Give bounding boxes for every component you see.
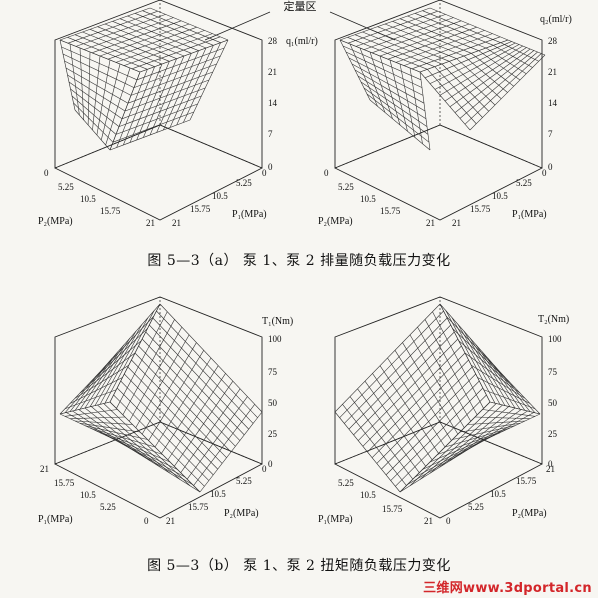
left-tick: 5.25 — [100, 502, 116, 512]
z-tick-75: 75 — [548, 367, 558, 377]
left-axis-label: P₂(MPa) — [38, 216, 73, 227]
z-tick-50: 50 — [548, 398, 558, 408]
left-tick: 10.5 — [360, 490, 376, 500]
z-tick-100: 100 — [268, 334, 282, 344]
right-tick: 0 — [262, 464, 267, 474]
left-tick: 15.75 — [100, 206, 121, 216]
z-axis-label: T₁(Nm) — [262, 316, 293, 327]
surface-mesh-q1 — [59, 7, 229, 151]
left-tick: 15.75 — [380, 206, 401, 216]
right-tick: 15.75 — [516, 476, 537, 486]
caption-b: 图 5—3（b） 泵 1、泵 2 扭矩随负载压力变化 — [147, 558, 451, 574]
left-tick: 15.75 — [54, 478, 75, 488]
right-axis-label: P₁(MPa) — [232, 209, 267, 220]
left-tick: 10.5 — [360, 194, 376, 204]
left-tick: 0 — [144, 516, 149, 526]
z-tick-28: 28 — [268, 36, 278, 46]
z-tick-28: 28 — [548, 36, 558, 46]
z-tick-0: 0 — [548, 162, 553, 172]
figure-b-svg: 100 75 50 25 0 T₁(Nm) 21 15.75 10.5 5.25… — [38, 296, 569, 526]
right-tick: 15.75 — [188, 502, 209, 512]
z-tick-100: 100 — [548, 334, 562, 344]
z-tick-0: 0 — [548, 459, 553, 469]
figure-a-svg: 定量区 28 21 14 7 0 q₁(ml/r) 0 5.25 10.5 15… — [38, 0, 572, 228]
right-tick: 10.5 — [212, 191, 228, 201]
left-tick: 15.75 — [382, 504, 403, 514]
right-tick: 10.5 — [492, 191, 508, 201]
z-axis-label: T₂(Nm) — [538, 314, 569, 325]
right-tick: 0 — [542, 168, 547, 178]
right-axis-label: P₁(MPa) — [512, 209, 547, 220]
right-tick: 10.5 — [490, 489, 506, 499]
surface-mesh-t2 — [334, 303, 541, 493]
z-tick-25: 25 — [268, 429, 278, 439]
right-tick: 21 — [546, 464, 555, 474]
right-tick: 21 — [172, 218, 181, 228]
right-tick: 21 — [166, 516, 175, 526]
watermark: 三维网www.3dportal.cn — [423, 581, 592, 596]
plot-t2: 100 75 50 25 0 T₂(Nm) 5.25 10.5 15.75 21… — [318, 296, 569, 526]
left-tick: 21 — [426, 218, 435, 228]
left-tick: 21 — [146, 218, 155, 228]
z-axis-label: q₁(ml/r) — [286, 36, 318, 47]
left-axis-label: P₁(MPa) — [318, 514, 353, 525]
figure-a: 定量区 28 21 14 7 0 q₁(ml/r) 0 5.25 10.5 15… — [0, 0, 598, 270]
right-tick: 5.25 — [236, 178, 252, 188]
left-tick: 5.25 — [338, 478, 354, 488]
plot-q2: 28 21 14 7 0 q₂(ml/r) 0 5.25 10.5 15.75 … — [318, 0, 572, 228]
z-tick-75: 75 — [268, 367, 278, 377]
right-tick: 0 — [446, 516, 451, 526]
left-axis-label: P₁(MPa) — [38, 514, 73, 525]
z-tick-0: 0 — [268, 459, 273, 469]
z-tick-0: 0 — [268, 162, 273, 172]
right-tick: 15.75 — [190, 204, 211, 214]
right-tick: 5.25 — [236, 476, 252, 486]
left-tick: 5.25 — [338, 182, 354, 192]
z-tick-7: 7 — [548, 129, 553, 139]
left-tick: 21 — [40, 464, 49, 474]
plot-q1: 28 21 14 7 0 q₁(ml/r) 0 5.25 10.5 15.75 … — [38, 0, 318, 228]
annotation-leader-left — [204, 11, 271, 41]
z-axis-label: q₂(ml/r) — [540, 14, 572, 25]
left-tick: 0 — [324, 168, 329, 178]
caption-a: 图 5—3（a） 泵 1、泵 2 排量随负载压力变化 — [147, 253, 451, 269]
left-tick: 10.5 — [80, 194, 96, 204]
left-tick: 0 — [44, 168, 49, 178]
surface-mesh-t1 — [59, 303, 263, 493]
z-tick-50: 50 — [268, 398, 278, 408]
z-tick-14: 14 — [268, 98, 278, 108]
right-axis-label: P₂(MPa) — [224, 508, 259, 519]
right-tick: 0 — [262, 168, 267, 178]
z-tick-21: 21 — [548, 67, 557, 77]
plot-t1: 100 75 50 25 0 T₁(Nm) 21 15.75 10.5 5.25… — [38, 296, 293, 526]
z-tick-25: 25 — [548, 429, 558, 439]
left-tick: 21 — [424, 516, 433, 526]
z-tick-21: 21 — [268, 67, 277, 77]
right-tick: 10.5 — [210, 489, 226, 499]
z-tick-14: 14 — [548, 98, 558, 108]
right-tick: 21 — [452, 218, 461, 228]
right-tick: 15.75 — [470, 204, 491, 214]
right-axis-label: P₂(MPa) — [512, 508, 547, 519]
left-tick: 5.25 — [58, 182, 74, 192]
right-tick: 5.25 — [468, 502, 484, 512]
left-axis-label: P₂(MPa) — [318, 216, 353, 227]
figure-b: 100 75 50 25 0 T₁(Nm) 21 15.75 10.5 5.25… — [0, 292, 598, 572]
annotation-label: 定量区 — [284, 0, 317, 13]
z-tick-7: 7 — [268, 129, 273, 139]
left-tick: 10.5 — [80, 490, 96, 500]
right-tick: 5.25 — [516, 178, 532, 188]
surface-mesh-q2 — [339, 7, 546, 151]
